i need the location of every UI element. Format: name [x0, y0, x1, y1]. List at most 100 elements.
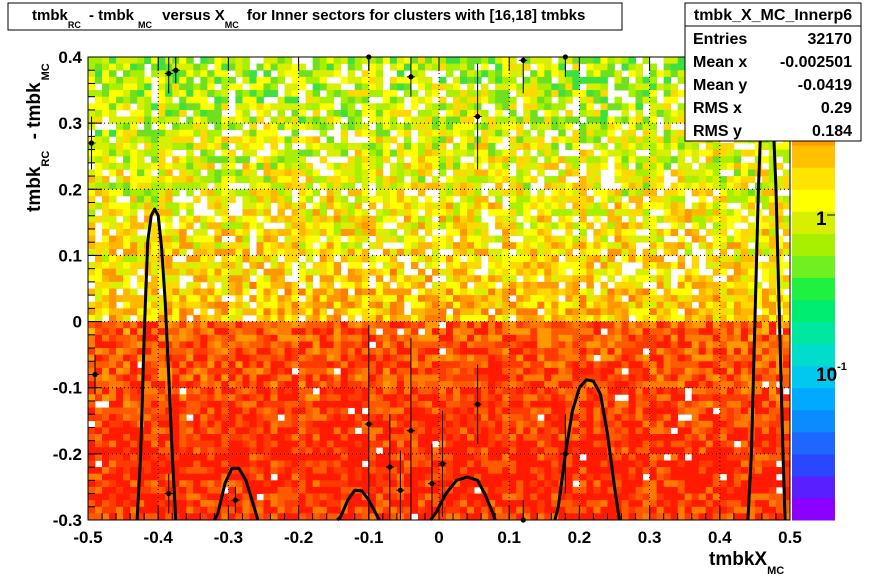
heatmap-cell [298, 70, 307, 78]
heatmap-cell [544, 248, 552, 256]
heatmap-cell [249, 381, 257, 389]
heatmap-cell [102, 262, 110, 270]
heatmap-cell [354, 334, 363, 342]
heatmap-cell [291, 123, 299, 131]
heatmap-cell [242, 235, 250, 243]
heatmap-cell [389, 348, 398, 356]
heatmap-cell [137, 63, 145, 71]
heatmap-cell [354, 176, 363, 184]
heatmap-cell [200, 189, 208, 197]
heatmap-cell [712, 301, 721, 309]
heatmap-cell [270, 129, 278, 137]
heatmap-cell [193, 215, 201, 223]
heatmap-cell [123, 427, 131, 435]
heatmap-cell [726, 420, 735, 428]
heatmap-cell [523, 248, 531, 256]
heatmap-cell [754, 394, 763, 402]
heatmap-cell [537, 394, 545, 402]
heatmap-cell [144, 414, 152, 422]
heatmap-cell [698, 235, 707, 243]
heatmap-cell [565, 308, 573, 316]
heatmap-cell [102, 374, 110, 382]
heatmap-cell [165, 90, 173, 98]
heatmap-cell [740, 321, 749, 329]
heatmap-cell [551, 123, 559, 131]
heatmap-cell [523, 215, 531, 223]
heatmap-cell [179, 248, 187, 256]
heatmap-cell [102, 189, 110, 197]
heatmap-cell [474, 354, 482, 362]
heatmap-cell [333, 308, 342, 316]
heatmap-cell [277, 321, 285, 329]
heatmap-cell [130, 57, 138, 65]
heatmap-cell [242, 341, 250, 349]
heatmap-cell [382, 288, 391, 296]
heatmap-cell [88, 427, 96, 435]
heatmap-cell [530, 407, 538, 415]
heatmap-cell [88, 321, 96, 329]
heatmap-cell [712, 308, 721, 316]
heatmap-cell [600, 129, 608, 137]
heatmap-cell [109, 57, 117, 65]
heatmap-cell [158, 182, 166, 190]
heatmap-cell [312, 414, 321, 422]
heatmap-cell [228, 341, 236, 349]
heatmap-cell [242, 374, 250, 382]
heatmap-cell [284, 103, 292, 111]
heatmap-cell [621, 222, 629, 230]
heatmap-cell [747, 235, 756, 243]
heatmap-cell [544, 255, 552, 263]
heatmap-cell [775, 142, 784, 150]
heatmap-cell [340, 394, 349, 402]
heatmap-cell [235, 169, 243, 177]
heatmap-cell [354, 162, 363, 170]
heatmap-cell [782, 420, 791, 428]
heatmap-cell [439, 361, 447, 369]
heatmap-cell [733, 334, 742, 342]
heatmap-cell [642, 129, 650, 137]
heatmap-cell [431, 248, 440, 256]
heatmap-cell [453, 334, 461, 342]
heatmap-cell [593, 314, 601, 322]
heatmap-cell [207, 215, 215, 223]
heatmap-cell [621, 255, 629, 263]
heatmap-cell [361, 334, 370, 342]
heatmap-cell [102, 109, 110, 117]
heatmap-cell [361, 301, 370, 309]
heatmap-cell [621, 162, 629, 170]
heatmap-cell [333, 57, 342, 65]
heatmap-cell [446, 420, 454, 428]
heatmap-cell [453, 381, 461, 389]
heatmap-cell [228, 407, 236, 415]
heatmap-cell [116, 314, 124, 322]
heatmap-cell [228, 83, 236, 91]
heatmap-cell [179, 129, 187, 137]
heatmap-cell [130, 367, 138, 375]
heatmap-cell [172, 301, 180, 309]
heatmap-cell [677, 209, 686, 217]
heatmap-cell [649, 70, 658, 78]
heatmap-cell [354, 195, 363, 203]
heatmap-cell [516, 83, 524, 91]
heatmap-cell [782, 427, 791, 435]
heatmap-cell [340, 361, 349, 369]
heatmap-cell [368, 361, 377, 369]
heatmap-cell [340, 195, 349, 203]
heatmap-cell [123, 295, 131, 303]
heatmap-cell [228, 361, 236, 369]
heatmap-cell [558, 268, 566, 276]
heatmap-cell [95, 156, 103, 164]
heatmap-cell [214, 182, 222, 190]
heatmap-cell [607, 334, 615, 342]
heatmap-cell [375, 400, 384, 408]
heatmap-cell [200, 248, 208, 256]
heatmap-cell [621, 116, 629, 124]
heatmap-cell [698, 321, 707, 329]
heatmap-cell [116, 90, 124, 98]
heatmap-cell [298, 288, 307, 296]
heatmap-cell [523, 228, 531, 236]
heatmap-cell [375, 341, 384, 349]
heatmap-cell [530, 142, 538, 150]
heatmap-cell [516, 328, 524, 336]
heatmap-cell [102, 222, 110, 230]
